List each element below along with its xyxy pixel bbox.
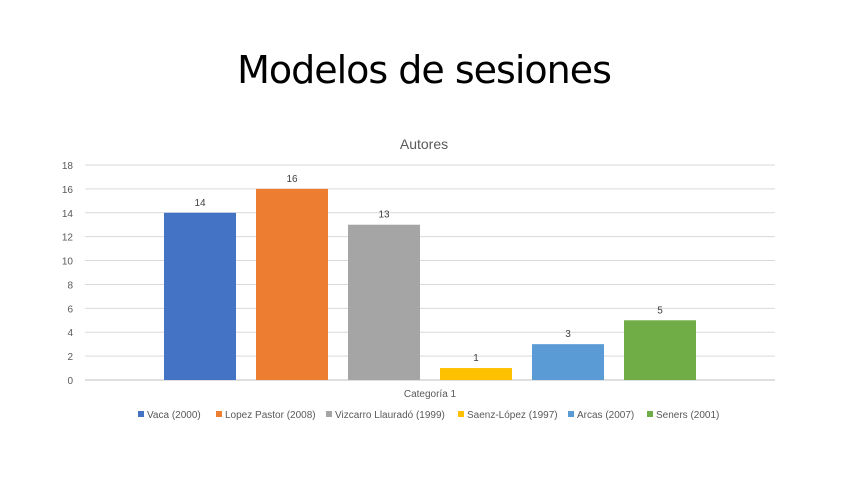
bar-5 bbox=[532, 344, 604, 380]
bar-1 bbox=[164, 212, 236, 380]
y-tick-label: 6 bbox=[67, 304, 73, 315]
legend-label: Seners (2001) bbox=[656, 410, 719, 421]
legend-swatch bbox=[568, 411, 574, 417]
y-tick-label: 14 bbox=[62, 209, 74, 220]
bar-3 bbox=[348, 224, 420, 380]
y-tick-label: 4 bbox=[67, 328, 73, 339]
y-tick-label: 16 bbox=[62, 185, 74, 196]
data-label: 14 bbox=[194, 198, 206, 209]
y-tick-label: 2 bbox=[67, 352, 73, 363]
legend-label: Arcas (2007) bbox=[577, 410, 634, 421]
chart-title: Autores bbox=[400, 136, 448, 152]
legend-label: Lopez Pastor (2008) bbox=[225, 410, 316, 421]
x-tick-label: Categoría 1 bbox=[404, 389, 457, 400]
y-tick-label: 8 bbox=[67, 280, 73, 291]
data-label: 16 bbox=[286, 174, 298, 185]
y-tick-label: 10 bbox=[62, 257, 74, 268]
legend-label: Saenz-López (1997) bbox=[467, 410, 558, 421]
legend-label: Vaca (2000) bbox=[147, 410, 201, 421]
y-tick-label: 18 bbox=[62, 161, 74, 172]
data-label: 13 bbox=[378, 210, 390, 221]
legend-swatch bbox=[458, 411, 464, 417]
slide-title: Modelos de sesiones bbox=[237, 48, 612, 92]
legend-swatch bbox=[326, 411, 332, 417]
legend-label: Vizcarro Llauradó (1999) bbox=[335, 410, 445, 421]
legend-swatch bbox=[138, 411, 144, 417]
legend-swatch bbox=[216, 411, 222, 417]
legend-swatch bbox=[647, 411, 653, 417]
data-label: 3 bbox=[565, 329, 571, 340]
data-label: 5 bbox=[657, 305, 663, 316]
bar-6 bbox=[624, 320, 696, 380]
bar-2 bbox=[256, 188, 328, 380]
bar-4 bbox=[440, 368, 512, 380]
y-tick-label: 0 bbox=[67, 376, 73, 387]
y-tick-label: 12 bbox=[62, 233, 74, 244]
data-label: 1 bbox=[473, 353, 479, 364]
